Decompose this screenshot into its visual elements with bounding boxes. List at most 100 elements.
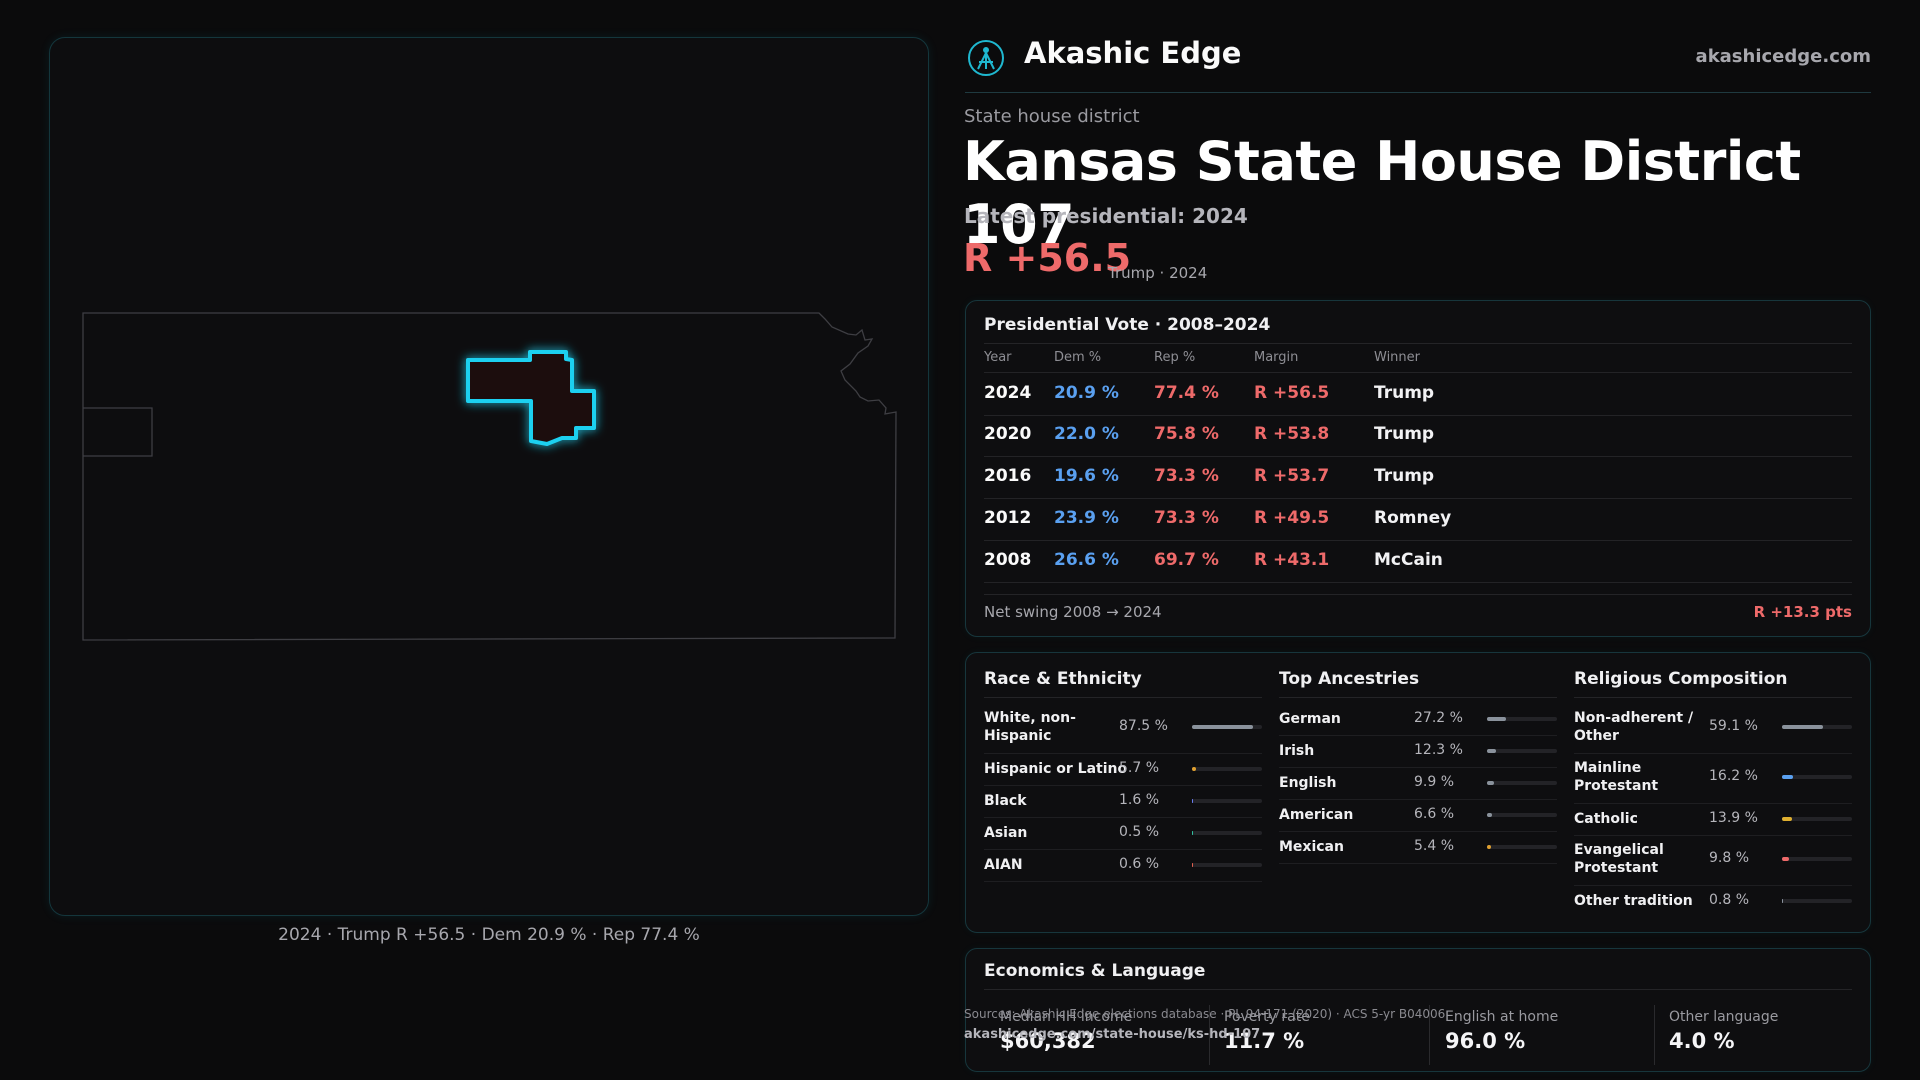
ancestry-value: 5.4 %	[1414, 838, 1455, 854]
source-url-link[interactable]: akashicedge.com/state-house/ks-hd-107	[964, 1027, 1261, 1042]
race-bar	[1192, 767, 1262, 771]
row-rep: 73.3 %	[1154, 466, 1219, 486]
presidential-vote-card: Presidential Vote · 2008–2024 Year Dem %…	[965, 300, 1871, 637]
row-year: 2020	[984, 424, 1032, 444]
row-margin: R +53.8	[1254, 424, 1330, 444]
ancestry-value: 6.6 %	[1414, 806, 1455, 822]
ancestry-row: Irish 12.3 %	[1279, 735, 1557, 768]
religion-bar-fill	[1782, 725, 1824, 729]
race-value: 0.6 %	[1119, 856, 1160, 872]
row-winner: Trump	[1374, 383, 1435, 403]
race-bar	[1192, 799, 1262, 803]
ancestry-row: Mexican 5.4 %	[1279, 831, 1557, 864]
district-type: State house district	[964, 106, 1140, 127]
ancestry-row: American 6.6 %	[1279, 799, 1557, 832]
race-bar	[1192, 725, 1262, 729]
latest-presidential-label: Latest presidential: 2024	[964, 204, 1248, 228]
row-dem: 20.9 %	[1054, 383, 1119, 403]
row-dem: 19.6 %	[1054, 466, 1119, 486]
religion-value: 16.2 %	[1709, 768, 1758, 784]
divider	[1209, 1005, 1210, 1065]
religion-row: Non-adherent / Other 59.1 %	[1574, 703, 1852, 754]
ancestry-value: 9.9 %	[1414, 774, 1455, 790]
column-header-margin: Margin	[1254, 350, 1299, 365]
race-bar	[1192, 863, 1262, 867]
row-year: 2008	[984, 550, 1032, 570]
row-margin: R +49.5	[1254, 508, 1330, 528]
stat-value: 11.7 %	[1224, 1029, 1305, 1053]
economics-card-title: Economics & Language	[984, 961, 1206, 981]
religion-value: 13.9 %	[1709, 810, 1758, 826]
ancestry-bar	[1487, 717, 1557, 721]
race-label: AIAN	[984, 857, 1023, 873]
race-value: 0.5 %	[1119, 824, 1160, 840]
row-year: 2024	[984, 383, 1032, 403]
religion-label: Other tradition	[1574, 893, 1693, 909]
presidential-card-title: Presidential Vote · 2008–2024	[984, 315, 1271, 335]
ancestry-bar-fill	[1487, 813, 1492, 817]
race-row: Hispanic or Latino 5.7 %	[984, 753, 1262, 786]
page-title: Kansas State House District 107	[963, 130, 1801, 256]
row-year: 2012	[984, 508, 1032, 528]
latest-margin: R +56.5	[963, 236, 1132, 280]
brand-name[interactable]: Akashic Edge	[1024, 36, 1242, 70]
religion-bar	[1782, 775, 1852, 779]
race-label: Asian	[984, 825, 1028, 841]
divider	[984, 594, 1852, 595]
ancestry-bar	[1487, 781, 1557, 785]
religion-bar-fill	[1782, 857, 1789, 861]
divider	[1279, 697, 1557, 698]
religion-bar-fill	[1782, 817, 1792, 821]
ancestry-label: Mexican	[1279, 839, 1344, 855]
source-citation: Sources: Akashic Edge elections database…	[964, 1007, 1446, 1021]
religion-label: Evangelical Protestant	[1574, 842, 1664, 876]
race-value: 1.6 %	[1119, 792, 1160, 808]
table-row: 2012 23.9 % 73.3 % R +49.5 Romney	[984, 498, 1852, 541]
row-rep: 77.4 %	[1154, 383, 1219, 403]
ancestry-row: German 27.2 %	[1279, 703, 1557, 736]
table-row: 2016 19.6 % 73.3 % R +53.7 Trump	[984, 456, 1852, 499]
race-bar-fill	[1192, 863, 1194, 867]
site-url-link[interactable]: akashicedge.com	[1695, 46, 1871, 67]
religion-row: Evangelical Protestant 9.8 %	[1574, 835, 1852, 886]
race-bar-fill	[1192, 831, 1194, 835]
row-rep: 73.3 %	[1154, 508, 1219, 528]
religious-composition-title: Religious Composition	[1574, 669, 1788, 689]
religion-value: 9.8 %	[1709, 850, 1750, 866]
stat-label: Poverty rate	[1224, 1009, 1310, 1025]
ancestry-bar	[1487, 749, 1557, 753]
latest-margin-note: Trump · 2024	[1108, 264, 1208, 282]
district-shape[interactable]	[466, 350, 596, 446]
race-label: White, non-Hispanic	[984, 710, 1076, 744]
ancestry-bar-fill	[1487, 717, 1507, 721]
row-dem: 26.6 %	[1054, 550, 1119, 570]
religion-bar	[1782, 725, 1852, 729]
map-caption: 2024 · Trump R +56.5 · Dem 20.9 % · Rep …	[278, 925, 700, 945]
row-winner: Trump	[1374, 466, 1435, 486]
row-winner: McCain	[1374, 550, 1443, 570]
ancestry-label: Irish	[1279, 743, 1315, 759]
top-ancestries-title: Top Ancestries	[1279, 669, 1420, 689]
stat-value: 96.0 %	[1445, 1029, 1526, 1053]
ancestry-row: English 9.9 %	[1279, 767, 1557, 800]
race-label: Hispanic or Latino	[984, 761, 1128, 777]
stat-value: 4.0 %	[1669, 1029, 1735, 1053]
column-header-dem: Dem %	[1054, 350, 1102, 365]
race-row: AIAN 0.6 %	[984, 849, 1262, 882]
table-row: 2024 20.9 % 77.4 % R +56.5 Trump	[984, 372, 1852, 416]
net-swing-value: R +13.3 pts	[1753, 603, 1852, 621]
religion-row: Mainline Protestant 16.2 %	[1574, 753, 1852, 804]
divider	[984, 989, 1852, 990]
row-winner: Trump	[1374, 424, 1435, 444]
column-header-winner: Winner	[1374, 350, 1421, 365]
race-value: 5.7 %	[1119, 760, 1160, 776]
row-dem: 22.0 %	[1054, 424, 1119, 444]
akashic-edge-logo-icon[interactable]	[966, 38, 1006, 78]
stat-label: English at home	[1445, 1009, 1559, 1025]
district-map	[82, 312, 897, 641]
religion-bar	[1782, 857, 1852, 861]
row-rep: 69.7 %	[1154, 550, 1219, 570]
race-label: Black	[984, 793, 1027, 809]
race-value: 87.5 %	[1119, 718, 1168, 734]
county-outline	[83, 407, 153, 457]
